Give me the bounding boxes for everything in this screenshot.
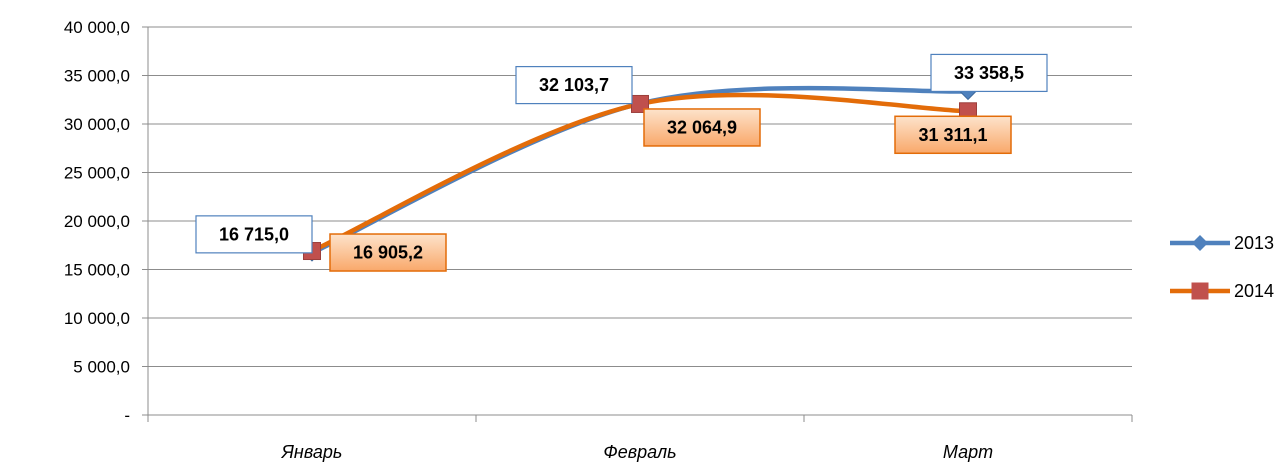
legend-label: 2013 xyxy=(1234,233,1274,253)
legend: 2013 2014 xyxy=(1170,233,1274,301)
data-label-text: 32 064,9 xyxy=(667,117,737,137)
data-label-box xyxy=(930,53,1048,93)
legend-label: 2014 xyxy=(1234,281,1274,301)
data-label-box xyxy=(195,215,313,254)
axes xyxy=(142,26,1133,422)
data-label-text: 16 905,2 xyxy=(353,243,423,263)
data-label-2014: 32 064,9 xyxy=(643,108,761,147)
data-label-text: 32 103,7 xyxy=(539,75,609,95)
data-label-text: 16 715,0 xyxy=(219,224,289,244)
legend-marker xyxy=(1191,282,1209,300)
legend-item-2014: 2014 xyxy=(1170,281,1274,301)
y-tick-label: - xyxy=(124,406,130,425)
series-line-2014 xyxy=(309,92,971,254)
y-tick-label: 40 000,0 xyxy=(64,18,130,37)
y-tick-label: 5 000,0 xyxy=(73,358,130,377)
x-category-label: Январь xyxy=(281,442,343,462)
data-label-2013: 32 103,7 xyxy=(515,65,633,105)
legend-marker xyxy=(1192,235,1208,251)
data-label-2013: 33 358,5 xyxy=(930,53,1048,93)
y-tick-label: 30 000,0 xyxy=(64,115,130,134)
legend-item-2013: 2013 xyxy=(1170,233,1274,253)
data-label-2014: 16 905,2 xyxy=(329,233,447,272)
data-label-text: 31 311,1 xyxy=(918,125,987,145)
data-label-box xyxy=(643,108,761,147)
data-labels: 16 715,0 32 103,7 33 358,5 16 905,2 32 064,9… xyxy=(195,53,1048,272)
data-label-text: 33 358,5 xyxy=(954,63,1024,83)
x-axis-category-labels: Январь Февраль Март xyxy=(281,442,993,462)
data-label-box xyxy=(515,65,633,105)
data-label-box xyxy=(894,115,1012,155)
data-label-2014: 31 311,1 xyxy=(894,115,1012,155)
y-tick-label: 35 000,0 xyxy=(64,67,130,86)
x-category-label: Март xyxy=(943,442,993,462)
data-label-box xyxy=(329,233,447,272)
y-axis-tick-labels: - 5 000,0 10 000,0 15 000,0 20 000,0 25 000,0… xyxy=(64,18,130,425)
y-tick-label: 15 000,0 xyxy=(64,261,130,280)
y-tick-label: 20 000,0 xyxy=(64,212,130,231)
y-tick-label: 10 000,0 xyxy=(64,309,130,328)
x-category-label: Февраль xyxy=(603,442,676,462)
data-label-2013: 16 715,0 xyxy=(195,215,313,254)
y-tick-label: 25 000,0 xyxy=(64,164,130,183)
